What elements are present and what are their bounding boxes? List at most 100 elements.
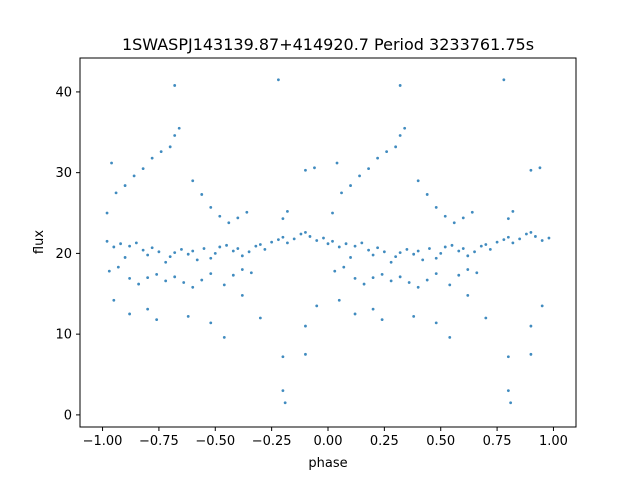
data-point (457, 249, 461, 253)
data-point (412, 314, 416, 318)
data-point (173, 84, 177, 87)
data-point (213, 252, 217, 255)
data-point (254, 244, 258, 248)
data-point (335, 161, 339, 165)
data-point (245, 210, 249, 214)
data-point (186, 314, 190, 318)
data-point (281, 235, 285, 239)
data-point (340, 191, 343, 195)
data-point (425, 193, 429, 196)
data-point (322, 236, 325, 240)
data-point (200, 193, 204, 196)
data-point (344, 242, 348, 246)
data-point (200, 278, 204, 282)
data-point (236, 247, 240, 250)
data-point (518, 237, 522, 241)
data-point (382, 250, 386, 254)
data-point (362, 282, 366, 286)
data-point (146, 276, 150, 280)
data-point (177, 126, 181, 130)
data-point (281, 355, 285, 359)
x-tick-label: −0.25 (252, 434, 292, 449)
data-point (304, 324, 307, 328)
data-point (421, 258, 425, 262)
data-points (105, 78, 551, 405)
data-point (547, 236, 551, 240)
data-point (240, 254, 244, 258)
data-point (428, 247, 431, 250)
data-point (353, 244, 357, 248)
data-point (398, 251, 402, 254)
y-tick-label: 30 (55, 166, 72, 181)
y-axis-ticks: 0 10 20 30 40 (55, 85, 80, 423)
data-point (389, 260, 393, 264)
data-point (376, 246, 379, 250)
data-point (281, 389, 285, 393)
x-tick-label: −1.00 (83, 434, 123, 449)
data-point (110, 161, 113, 165)
data-point (473, 250, 476, 254)
data-point (202, 247, 206, 250)
data-point (425, 278, 429, 282)
data-point (509, 401, 513, 405)
data-point (416, 249, 420, 253)
data-point (157, 250, 161, 254)
data-point (107, 269, 111, 273)
data-point (416, 179, 420, 183)
data-point (502, 78, 506, 82)
data-point (134, 241, 138, 245)
data-point (540, 239, 544, 242)
data-point (525, 232, 528, 236)
x-tick-label: −0.50 (195, 434, 235, 449)
data-point (367, 248, 370, 252)
data-point (299, 232, 303, 236)
data-point (240, 268, 244, 271)
data-point (247, 250, 251, 254)
data-point (342, 265, 346, 269)
data-point (191, 179, 195, 183)
data-point (450, 243, 454, 247)
data-point (258, 316, 262, 320)
data-point (529, 324, 533, 328)
data-point (398, 84, 402, 87)
data-point (484, 243, 488, 246)
data-point (304, 168, 307, 172)
data-point (155, 318, 159, 322)
data-point (534, 235, 537, 238)
data-point (164, 279, 168, 283)
x-tick-label: 1.00 (539, 434, 568, 449)
data-point (385, 150, 389, 154)
data-point (155, 272, 159, 276)
data-point (209, 256, 213, 260)
data-point (116, 265, 120, 269)
data-point (240, 293, 244, 297)
data-point (304, 231, 307, 234)
data-point (337, 245, 341, 249)
data-point (443, 214, 447, 218)
data-point (141, 167, 145, 171)
data-point (225, 243, 228, 247)
y-tick-label: 10 (55, 328, 72, 343)
data-point (128, 244, 132, 248)
data-point (308, 235, 312, 238)
data-point (286, 210, 289, 213)
data-point (146, 253, 150, 257)
data-point (168, 145, 172, 149)
data-point (333, 269, 337, 273)
data-point (258, 243, 262, 246)
data-point (191, 249, 195, 253)
data-point (292, 237, 296, 241)
data-point (529, 231, 533, 234)
data-point (461, 216, 465, 220)
data-point (231, 249, 235, 253)
data-point (277, 238, 280, 242)
data-point (112, 245, 116, 249)
x-tick-label: −0.75 (139, 434, 179, 449)
data-point (403, 126, 407, 130)
data-point (315, 304, 319, 308)
data-point (331, 211, 334, 215)
data-point (209, 272, 213, 275)
data-point (466, 254, 470, 258)
data-point (358, 174, 361, 178)
